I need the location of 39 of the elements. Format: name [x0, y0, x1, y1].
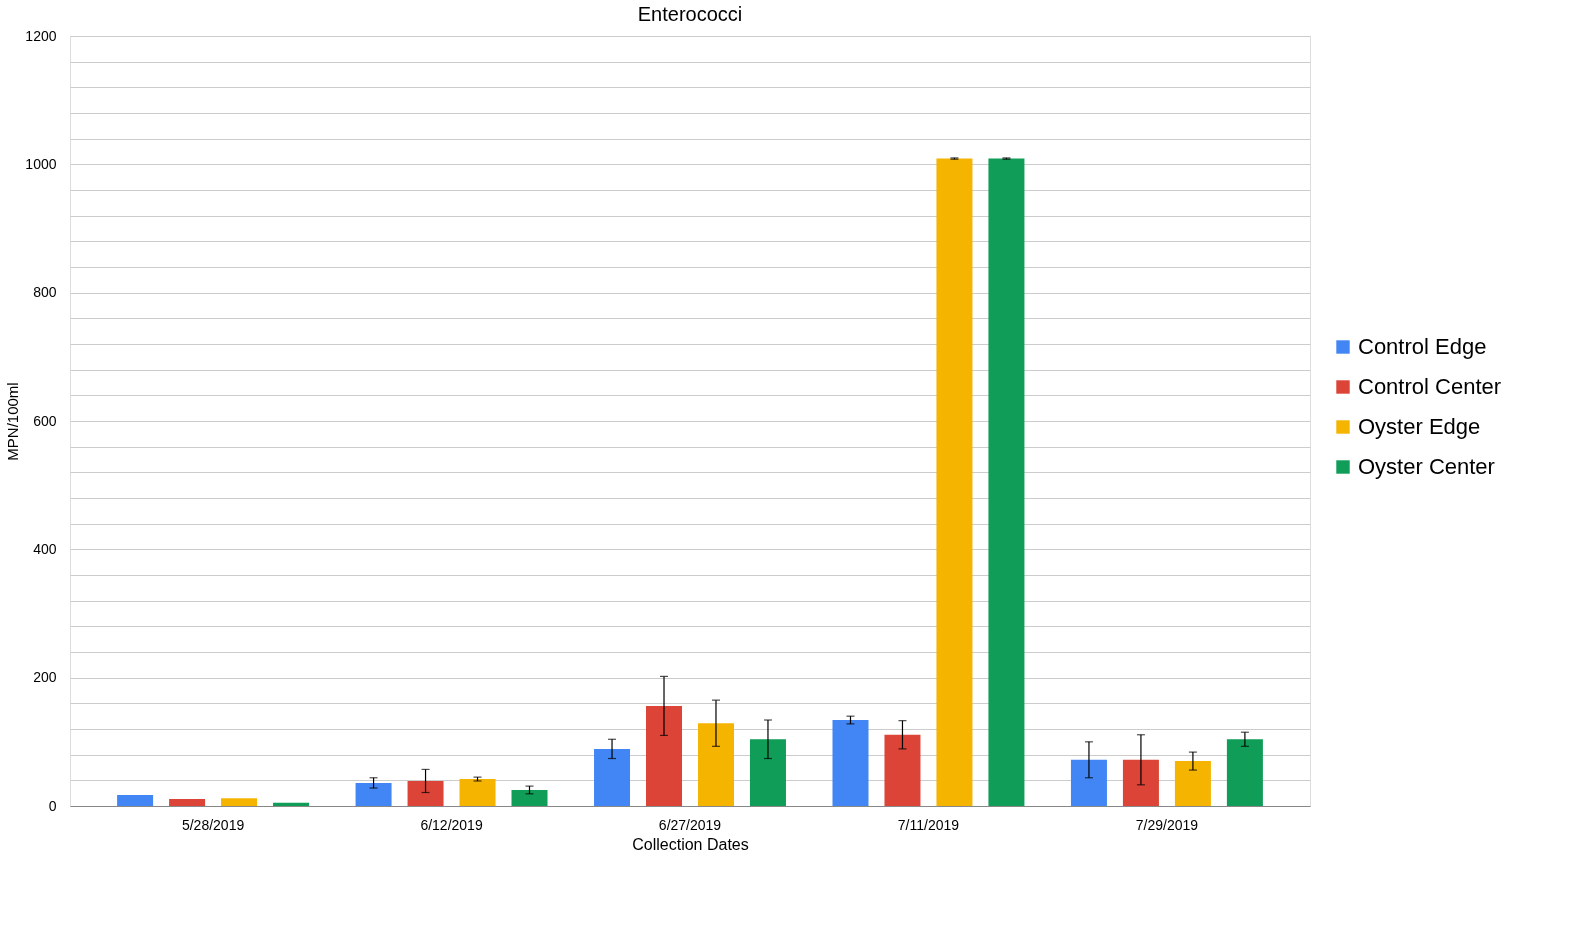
bar	[594, 748, 631, 806]
y-tick-label: 1200	[25, 27, 57, 44]
bar	[407, 780, 444, 806]
bar	[936, 158, 973, 806]
y-tick-label: 0	[48, 797, 57, 814]
bar	[355, 782, 392, 806]
bar	[646, 705, 683, 806]
bar	[884, 734, 921, 806]
x-tick-label: 6/27/2019	[658, 816, 722, 833]
y-tick-label: 600	[33, 412, 57, 429]
bar	[1070, 759, 1107, 806]
bar	[1122, 759, 1159, 806]
bar	[117, 795, 154, 806]
bar	[221, 798, 258, 806]
legend-label: Oyster Center	[1358, 454, 1495, 479]
y-tick-label: 400	[33, 540, 57, 557]
bar	[988, 158, 1025, 806]
y-tick-label: 1000	[25, 155, 57, 172]
legend-label: Oyster Edge	[1358, 414, 1481, 439]
bar	[832, 720, 869, 806]
x-axis-title: Collection Dates	[632, 835, 749, 853]
x-tick-label: 7/11/2019	[897, 816, 960, 833]
bar	[1174, 761, 1211, 806]
bar	[697, 723, 734, 806]
bar	[459, 779, 496, 806]
y-axis-title: MPN/100ml	[4, 382, 22, 461]
chart-title: Enterococci	[637, 3, 743, 25]
y-tick-label: 800	[33, 284, 57, 301]
x-tick-label: 7/29/2019	[1135, 816, 1199, 833]
legend-label: Control Edge	[1358, 334, 1487, 359]
x-tick-label: 5/28/2019	[181, 816, 245, 833]
y-tick-label: 200	[33, 669, 57, 686]
bar	[169, 798, 206, 806]
legend-label: Control Center	[1358, 374, 1502, 399]
bar	[1226, 739, 1263, 806]
bar	[511, 789, 548, 806]
bar	[749, 739, 786, 806]
x-tick-label: 6/12/2019	[420, 816, 483, 833]
bar	[273, 802, 310, 806]
